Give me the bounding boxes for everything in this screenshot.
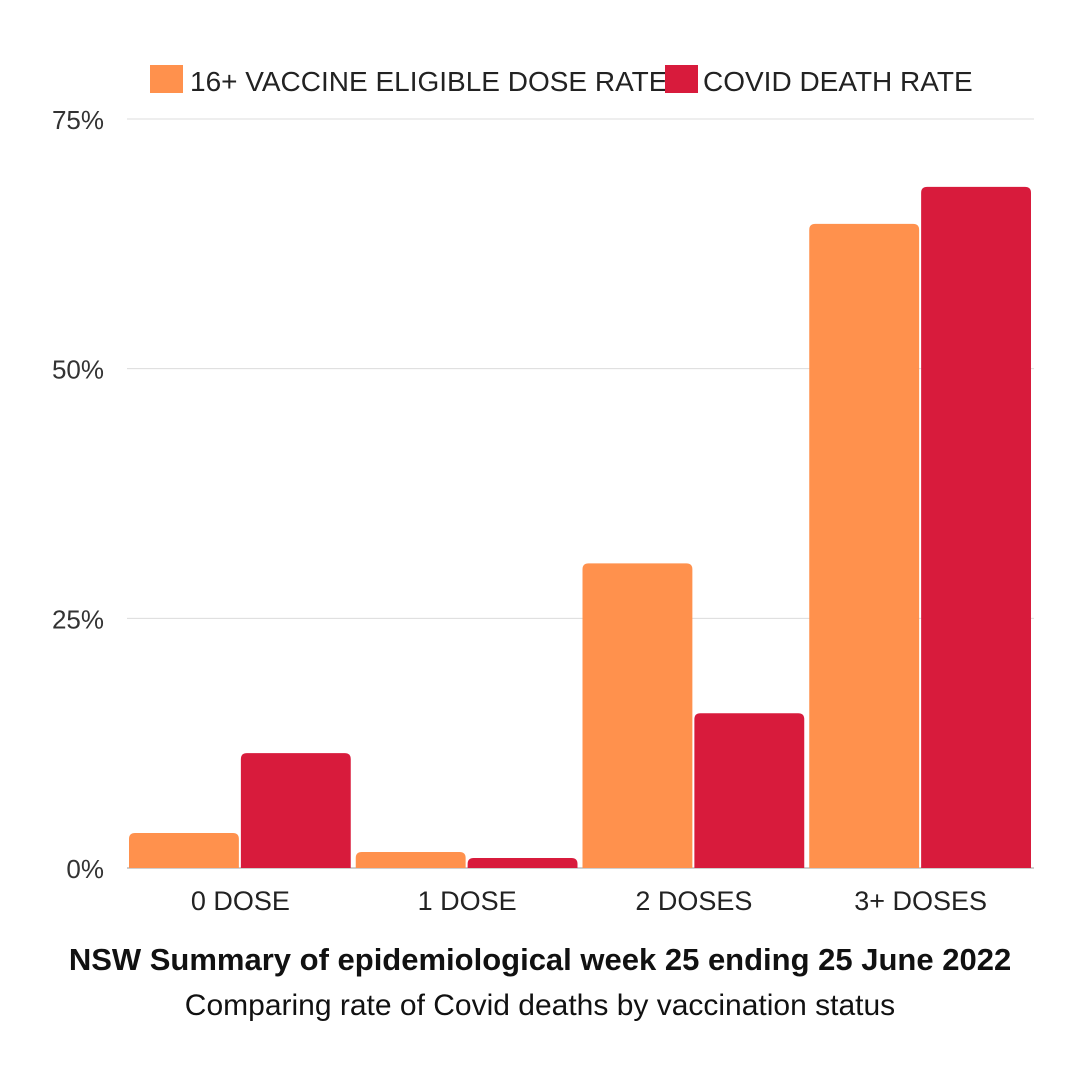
- legend-label-dose-rate: 16+ VACCINE ELIGIBLE DOSE RATE: [190, 66, 667, 97]
- bars: [129, 186, 1031, 869]
- y-tick-label: 25%: [52, 604, 104, 634]
- legend: 16+ VACCINE ELIGIBLE DOSE RATE COVID DEA…: [150, 65, 973, 97]
- bar-death-rate-1: [467, 858, 578, 868]
- x-axis-category-labels: 0 DOSE 1 DOSE 2 DOSES 3+ DOSES: [191, 886, 987, 916]
- bar-dose-rate-3: [809, 223, 920, 869]
- legend-label-death-rate: COVID DEATH RATE: [703, 66, 973, 97]
- bar-death-rate-0: [240, 753, 351, 868]
- x-category-label: 2 DOSES: [635, 886, 752, 916]
- chart-title: NSW Summary of epidemiological week 25 e…: [68, 942, 1012, 977]
- x-category-label: 3+ DOSES: [854, 886, 987, 916]
- bar-death-rate-2: [694, 713, 805, 868]
- legend-swatch-death-rate: [665, 65, 698, 93]
- bar-chart: 16+ VACCINE ELIGIBLE DOSE RATE COVID DEA…: [52, 65, 1034, 916]
- bar-dose-rate-0: [129, 833, 239, 868]
- x-category-label: 0 DOSE: [191, 886, 290, 916]
- x-category-label: 1 DOSE: [418, 886, 517, 916]
- y-tick-label: 0%: [66, 854, 104, 884]
- bar-death-rate-3: [921, 186, 1031, 869]
- legend-swatch-dose-rate: [150, 65, 183, 93]
- y-axis-tick-labels: 0% 25% 50% 75%: [52, 105, 104, 884]
- chart-subtitle: Comparing rate of Covid deaths by vaccin…: [184, 989, 896, 1022]
- bar-dose-rate-2: [582, 563, 693, 868]
- bar-dose-rate-1: [355, 852, 466, 868]
- y-tick-label: 50%: [52, 355, 104, 385]
- y-tick-label: 75%: [52, 105, 104, 135]
